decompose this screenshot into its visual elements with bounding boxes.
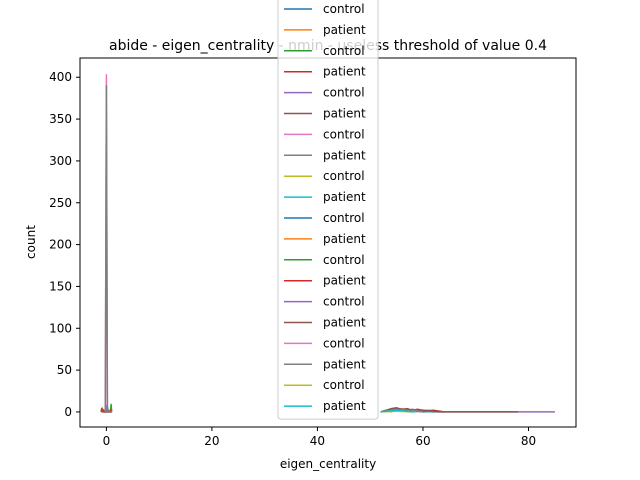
y-tick-label: 400 [49, 70, 72, 84]
legend-label: patient [323, 23, 366, 37]
legend-label: control [323, 336, 365, 350]
x-tick-label: 60 [415, 434, 430, 448]
legend: control patient control patient control patie… [277, 0, 379, 420]
series-layer [100, 73, 555, 413]
legend-label: patient [323, 316, 366, 330]
y-tick-label: 300 [49, 154, 72, 168]
legend-box [277, 0, 379, 420]
legend-label: patient [323, 148, 366, 162]
x-axis-label: eigen_centrality [280, 457, 376, 471]
x-axis: 0 20 40 60 80 [103, 427, 536, 448]
legend-label: control [323, 44, 365, 58]
legend-label: patient [323, 357, 366, 371]
legend-label: control [323, 211, 365, 225]
legend-label: control [323, 253, 365, 267]
legend-label: patient [323, 190, 366, 204]
y-tick-label: 0 [64, 405, 72, 419]
legend-label: patient [323, 399, 366, 413]
legend-label: patient [323, 232, 366, 246]
y-tick-label: 50 [57, 363, 72, 377]
y-axis: 0 50 100 150 200 250 300 350 400 [49, 70, 80, 419]
legend-label: control [323, 127, 365, 141]
y-tick-label: 250 [49, 196, 72, 210]
legend-label: patient [323, 65, 366, 79]
y-axis-label: count [24, 225, 38, 259]
legend-label: control [323, 295, 365, 309]
y-tick-label: 150 [49, 279, 72, 293]
y-tick-label: 100 [49, 321, 72, 335]
legend-label: control [323, 169, 365, 183]
legend-label: patient [323, 274, 366, 288]
series-line [380, 409, 413, 413]
x-tick-label: 0 [103, 434, 111, 448]
x-tick-label: 20 [204, 434, 219, 448]
y-tick-label: 200 [49, 238, 72, 252]
legend-label: control [323, 2, 365, 16]
x-tick-label: 40 [310, 434, 325, 448]
legend-label: control [323, 86, 365, 100]
legend-label: patient [323, 107, 366, 121]
legend-label: control [323, 378, 365, 392]
x-tick-label: 80 [521, 434, 536, 448]
y-tick-label: 350 [49, 112, 72, 126]
series-line [104, 84, 112, 413]
